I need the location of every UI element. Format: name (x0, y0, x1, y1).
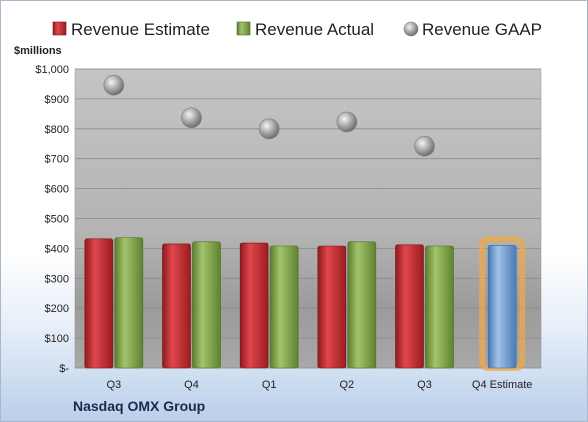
estimate-bar (239, 242, 269, 369)
estimate-bar (84, 238, 114, 369)
legend-swatch-actual (236, 21, 251, 36)
y-tick-label: $600 (45, 184, 69, 196)
y-tick-label: $500 (45, 214, 69, 226)
legend-label: Revenue Estimate (71, 20, 210, 39)
actual-bar (269, 245, 299, 369)
gaap-marker (103, 74, 125, 96)
gaap-marker (336, 111, 358, 133)
actual-bar (192, 241, 221, 369)
x-category-label: Q2 (339, 379, 354, 391)
x-category-label: Q4 Estimate (472, 379, 533, 391)
actual-bar (114, 237, 144, 369)
q4-estimate-bar (487, 245, 517, 369)
estimate-bar (317, 245, 347, 369)
y-axis-ticks: $- $100 $200 $300 $400 $500 $600 $700 $800 $900 $1… (35, 64, 69, 375)
y-tick-label: $200 (45, 303, 69, 315)
gaap-marker (258, 118, 280, 140)
y-tick-label: $100 (45, 333, 69, 345)
gaap-marker (181, 107, 202, 129)
legend-label: Revenue Actual (255, 20, 374, 39)
y-tick-label: $1,000 (35, 64, 69, 76)
legend-swatch-estimate (52, 21, 67, 36)
x-category-label: Q4 (184, 379, 199, 391)
actual-bar (347, 241, 377, 369)
actual-bar (425, 245, 454, 369)
bars (84, 236, 526, 371)
y-tick-label: $400 (45, 243, 69, 255)
estimate-bar (162, 243, 191, 369)
x-axis-labels: Q3 Q4 Q1 Q2 Q3 Q4 Estimate (106, 379, 532, 391)
gaap-markers (103, 74, 435, 157)
company-name: Nasdaq OMX Group (73, 398, 206, 414)
legend-label: Revenue GAAP (422, 20, 542, 39)
gaap-marker (414, 135, 435, 157)
estimate-bar (395, 244, 424, 369)
y-tick-label: $700 (45, 154, 69, 166)
x-category-label: Q1 (262, 379, 277, 391)
legend-swatch-gaap (403, 21, 419, 37)
legend: Revenue Estimate Revenue Actual Revenue GA… (52, 20, 542, 39)
y-tick-label: $800 (45, 124, 69, 136)
y-tick-label: $900 (45, 94, 69, 106)
x-category-label: Q3 (106, 379, 121, 391)
gridlines (75, 68, 541, 369)
y-tick-label: $300 (45, 273, 69, 285)
x-category-label: Q3 (417, 379, 432, 391)
y-axis-unit-label: $millions (14, 45, 62, 57)
y-tick-label: $- (59, 363, 69, 375)
